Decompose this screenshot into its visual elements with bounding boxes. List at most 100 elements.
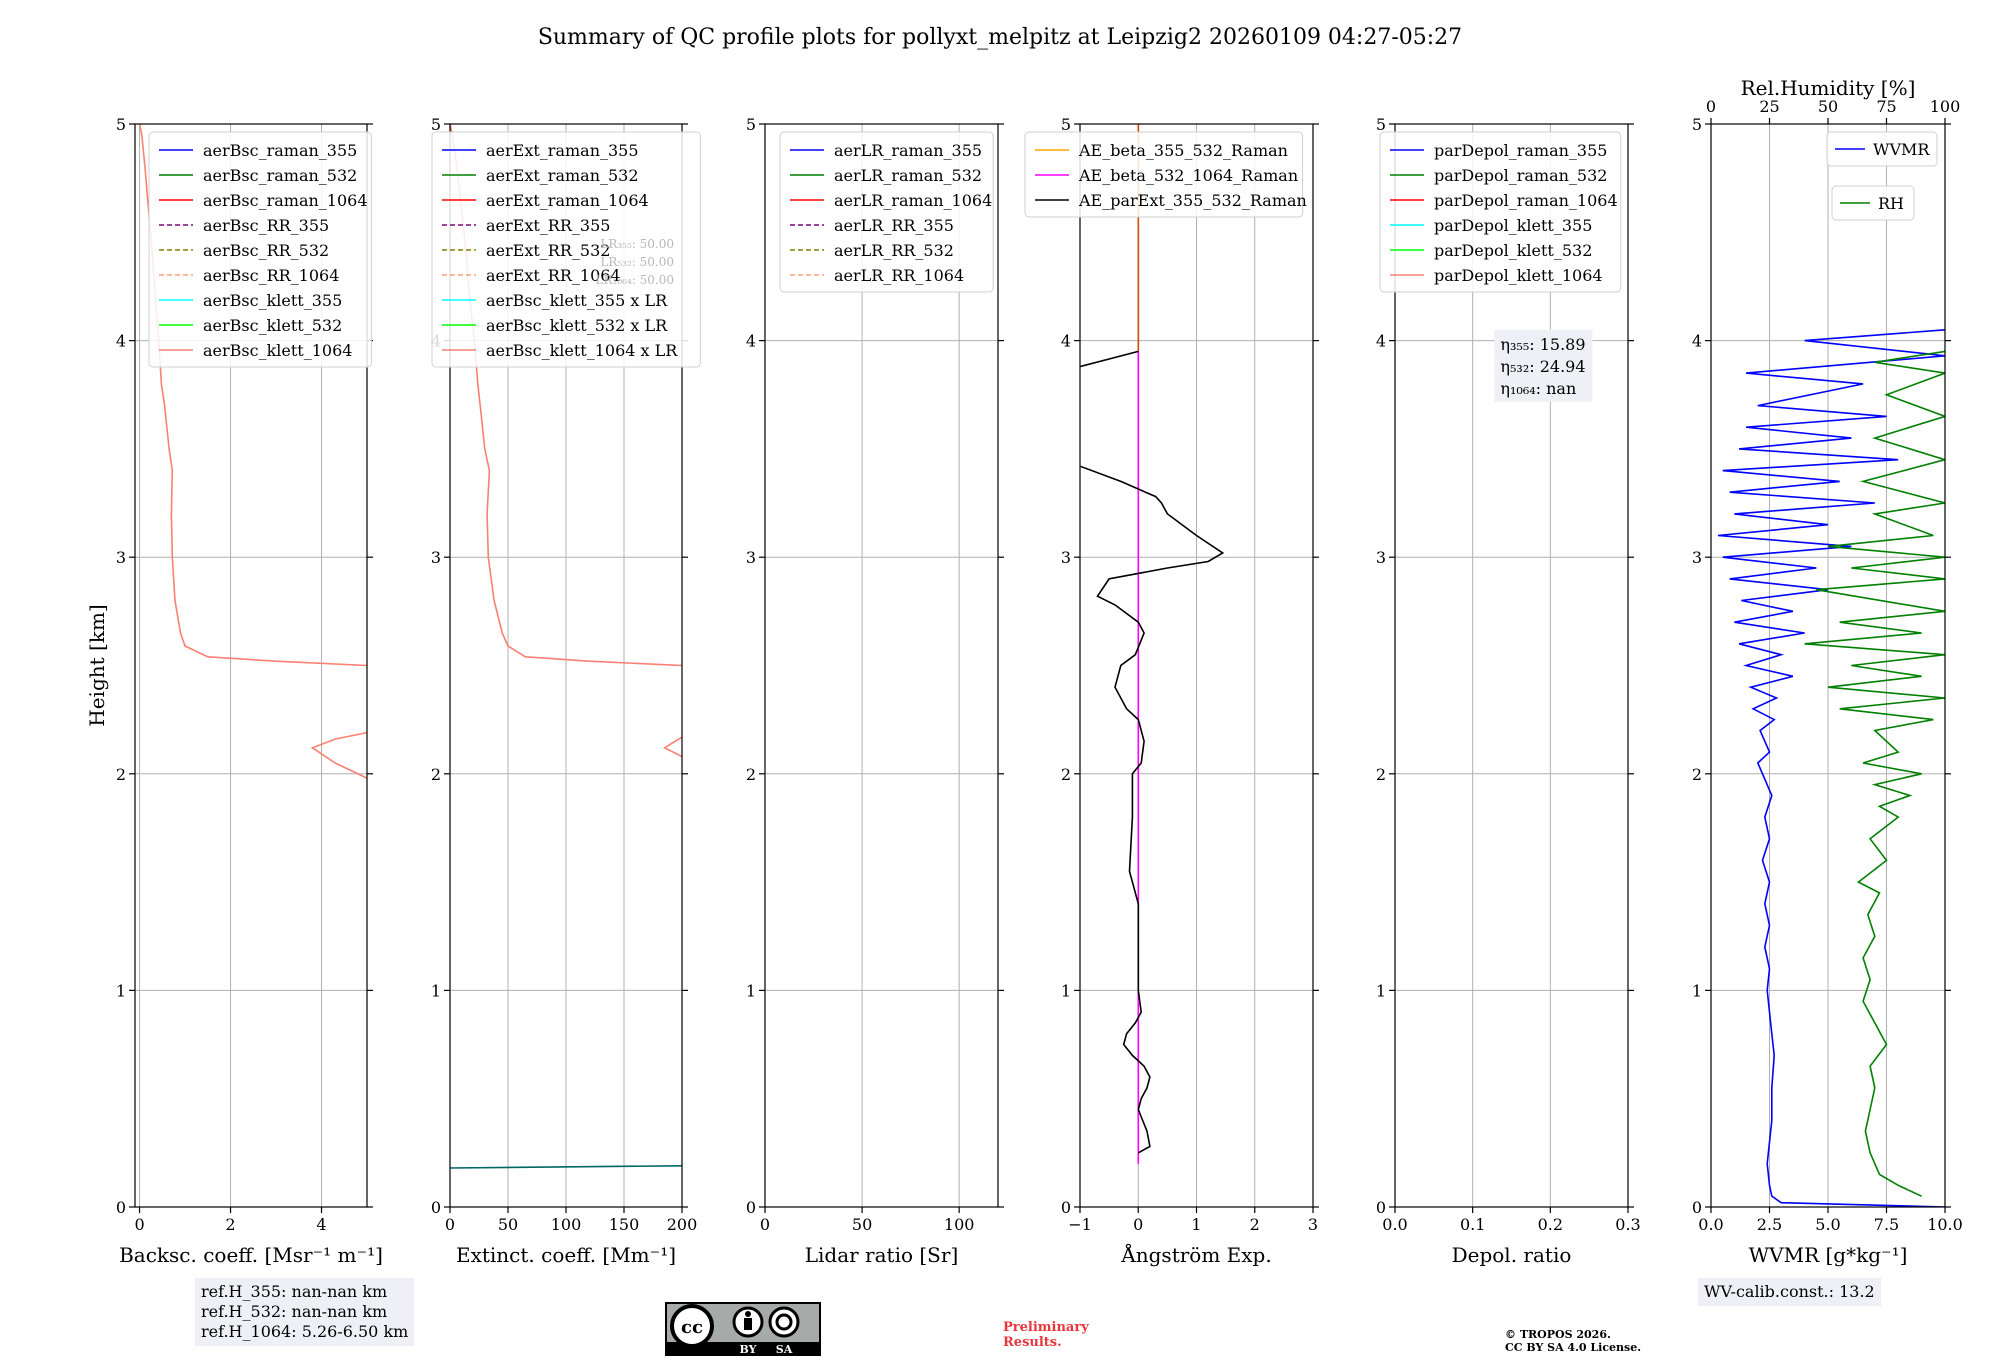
wv-calib-const: WV-calib.const.: 13.2	[1704, 1282, 1875, 1301]
ext-series-1	[662, 736, 682, 758]
wv-top-xtick-label-2: 50	[1818, 97, 1838, 116]
ext-series-0	[450, 1165, 682, 1169]
ext-legend: aerExt_raman_355 aerExt_raman_532 aerExt_r…	[431, 131, 701, 368]
wv-xtick-label-3: 7.5	[1874, 1215, 1899, 1234]
ext-xtick-label-4: 200	[667, 1215, 698, 1234]
panel-wv: 0.0 2.5 5.0 7.5 10.0 0 1 2 3 4 5 WVMR [g*kg⁻¹] 0 25 50…	[1692, 76, 1963, 1267]
lr-axes-frame	[764, 123, 999, 1208]
lr-ytick-label-0: 0	[746, 1198, 756, 1217]
svg-text:cc: cc	[681, 1317, 703, 1338]
bsc-xtick-label-1: 2	[225, 1215, 235, 1234]
cc-sa-label: SA	[776, 1343, 793, 1356]
ae-xtick-label-3: 2	[1250, 1215, 1260, 1234]
depol-legend-frame	[1379, 131, 1622, 293]
bsc-xtick-label-0: 0	[134, 1215, 144, 1234]
ext-legend-label-5: aerExt_RR_1064	[486, 266, 621, 285]
bsc-series-0	[310, 731, 367, 779]
ae-legend-label-0: AE_beta_355_532_Raman	[1078, 141, 1288, 160]
lr-legend-frame	[779, 131, 994, 293]
ref-h-1064: ref.H_1064: 5.26-6.50 km	[201, 1322, 409, 1341]
wv-calibration-box: WV-calib.const.: 13.2	[1698, 1278, 1881, 1306]
ae-xtick-label-2: 1	[1191, 1215, 1201, 1234]
lr-legend-label-1: aerLR_raman_532	[834, 166, 982, 185]
wv-xtick-label-4: 10.0	[1927, 1215, 1963, 1234]
wv-top-xtick-label-1: 25	[1759, 97, 1779, 116]
ext-xtick-label-3: 150	[609, 1215, 640, 1234]
figure-title: Summary of QC profile plots for pollyxt_…	[538, 25, 1462, 50]
ext-legend-label-6: aerBsc_klett_355 x LR	[486, 291, 668, 310]
preliminary-line-2: Results.	[1003, 1335, 1062, 1350]
ae-legend-frame	[1024, 131, 1304, 218]
bsc-legend-label-6: aerBsc_klett_355	[203, 291, 342, 310]
ext-legend-label-7: aerBsc_klett_532 x LR	[486, 316, 668, 335]
ext-ytick-label-1: 1	[431, 981, 441, 1000]
preliminary-line-1: Preliminary	[1003, 1320, 1089, 1335]
bsc-axes-frame	[134, 123, 368, 1208]
depol-legend-label-2: parDepol_raman_1064	[1434, 191, 1618, 210]
ae-xtick-label-1: 0	[1133, 1215, 1143, 1234]
ae-ytick-label-1: 1	[1061, 981, 1071, 1000]
depol-legend: parDepol_raman_355 parDepol_raman_532 parD…	[1379, 131, 1622, 293]
wv-top-xlabel: Rel.Humidity [%]	[1741, 76, 1916, 100]
depol-eta-box: η₃₅₅: 15.89 η₅₃₂: 24.94 η₁₀₆₄: nan	[1494, 329, 1593, 402]
wv-legend-label-1: RH	[1878, 194, 1904, 213]
ae-legend-label-1: AE_beta_532_1064_Raman	[1078, 166, 1298, 185]
lr-ytick-label-2: 2	[746, 765, 756, 784]
wv-xlabel: WVMR [g*kg⁻¹]	[1749, 1243, 1908, 1267]
bsc-legend-label-8: aerBsc_klett_1064	[203, 341, 352, 360]
ae-xlabel: Ångström Exp.	[1120, 1242, 1271, 1267]
ae-ytick-label-5: 5	[1061, 115, 1071, 134]
lr-xtick-label-1: 50	[852, 1215, 872, 1234]
bsc-ylabel: Height [km]	[85, 604, 109, 726]
depol-ytick-label-5: 5	[1376, 115, 1386, 134]
depol-eta-text-0: η₃₅₅: 15.89	[1500, 335, 1585, 354]
ext-xtick-label-0: 0	[445, 1215, 455, 1234]
bsc-legend-label-7: aerBsc_klett_532	[203, 316, 342, 335]
depol-xtick-label-0: 0.0	[1382, 1215, 1407, 1234]
ae-ytick-label-4: 4	[1061, 332, 1071, 351]
bsc-xtick-label-2: 4	[316, 1215, 326, 1234]
wv-ytick-label-3: 3	[1692, 548, 1702, 567]
ext-lr-text-0: LR₃₅₅: 50.00	[600, 237, 674, 251]
ext-xlabel: Extinct. coeff. [Mm⁻¹]	[456, 1243, 676, 1267]
depol-legend-label-3: parDepol_klett_355	[1434, 216, 1592, 235]
ext-legend-label-1: aerExt_raman_532	[486, 166, 639, 185]
ext-xtick-label-2: 100	[551, 1215, 582, 1234]
bsc-legend: aerBsc_raman_355 aerBsc_raman_532 aerBsc_r…	[148, 131, 372, 368]
wv-top-xtick-label-0: 0	[1706, 97, 1716, 116]
depol-eta-text-1: η₅₃₂: 24.94	[1500, 357, 1585, 376]
depol-legend-label-5: parDepol_klett_1064	[1434, 266, 1603, 285]
ref-h-355: ref.H_355: nan-nan km	[201, 1282, 388, 1301]
bsc-legend-label-0: aerBsc_raman_355	[203, 141, 357, 160]
ae-legend-label-2: AE_parExt_355_532_Raman	[1078, 191, 1307, 210]
wv-ytick-label-2: 2	[1692, 765, 1702, 784]
wv-legend-frame-1	[1831, 185, 1915, 221]
depol-ytick-label-4: 4	[1376, 332, 1386, 351]
wv-xtick-label-1: 2.5	[1757, 1215, 1782, 1234]
wv-top-xtick-label-4: 100	[1930, 97, 1961, 116]
ext-legend-label-2: aerExt_raman_1064	[486, 191, 649, 210]
wv-ytick-label-1: 1	[1692, 981, 1702, 1000]
sa-icon	[768, 1306, 800, 1338]
ae-xtick-label-0: −1	[1068, 1215, 1092, 1234]
wv-xtick-label-2: 5.0	[1815, 1215, 1840, 1234]
bsc-ytick-label-5: 5	[116, 115, 126, 134]
lr-legend-label-3: aerLR_RR_355	[834, 216, 954, 235]
bsc-ytick-label-4: 4	[116, 332, 126, 351]
lr-xtick-label-0: 0	[760, 1215, 770, 1234]
panel-lr: 0 50 100 0 1 2 3 4 5 Lidar ratio [Sr] aerLR_raman_…	[746, 115, 1004, 1267]
panel-depol: 0.0 0.1 0.2 0.3 0 1 2 3 4 5 Depol. ratio parDepol_r…	[1376, 115, 1641, 1267]
ext-ytick-label-2: 2	[431, 765, 441, 784]
ext-legend-label-4: aerExt_RR_532	[486, 241, 610, 260]
wv-legend-frame-0	[1826, 131, 1938, 167]
ext-ytick-label-5: 5	[431, 115, 441, 134]
ext-lr-text-1: LR₅₃₂: 50.00	[600, 255, 674, 269]
bsc-ytick-label-3: 3	[116, 548, 126, 567]
depol-eta-text-2: η₁₀₆₄: nan	[1500, 379, 1576, 398]
ext-legend-frame	[431, 131, 701, 368]
lr-legend-label-2: aerLR_raman_1064	[834, 191, 992, 210]
bsc-legend-label-3: aerBsc_RR_355	[203, 216, 329, 235]
depol-xtick-label-3: 0.3	[1615, 1215, 1640, 1234]
wv-legend-label-0: WVMR	[1873, 140, 1930, 159]
